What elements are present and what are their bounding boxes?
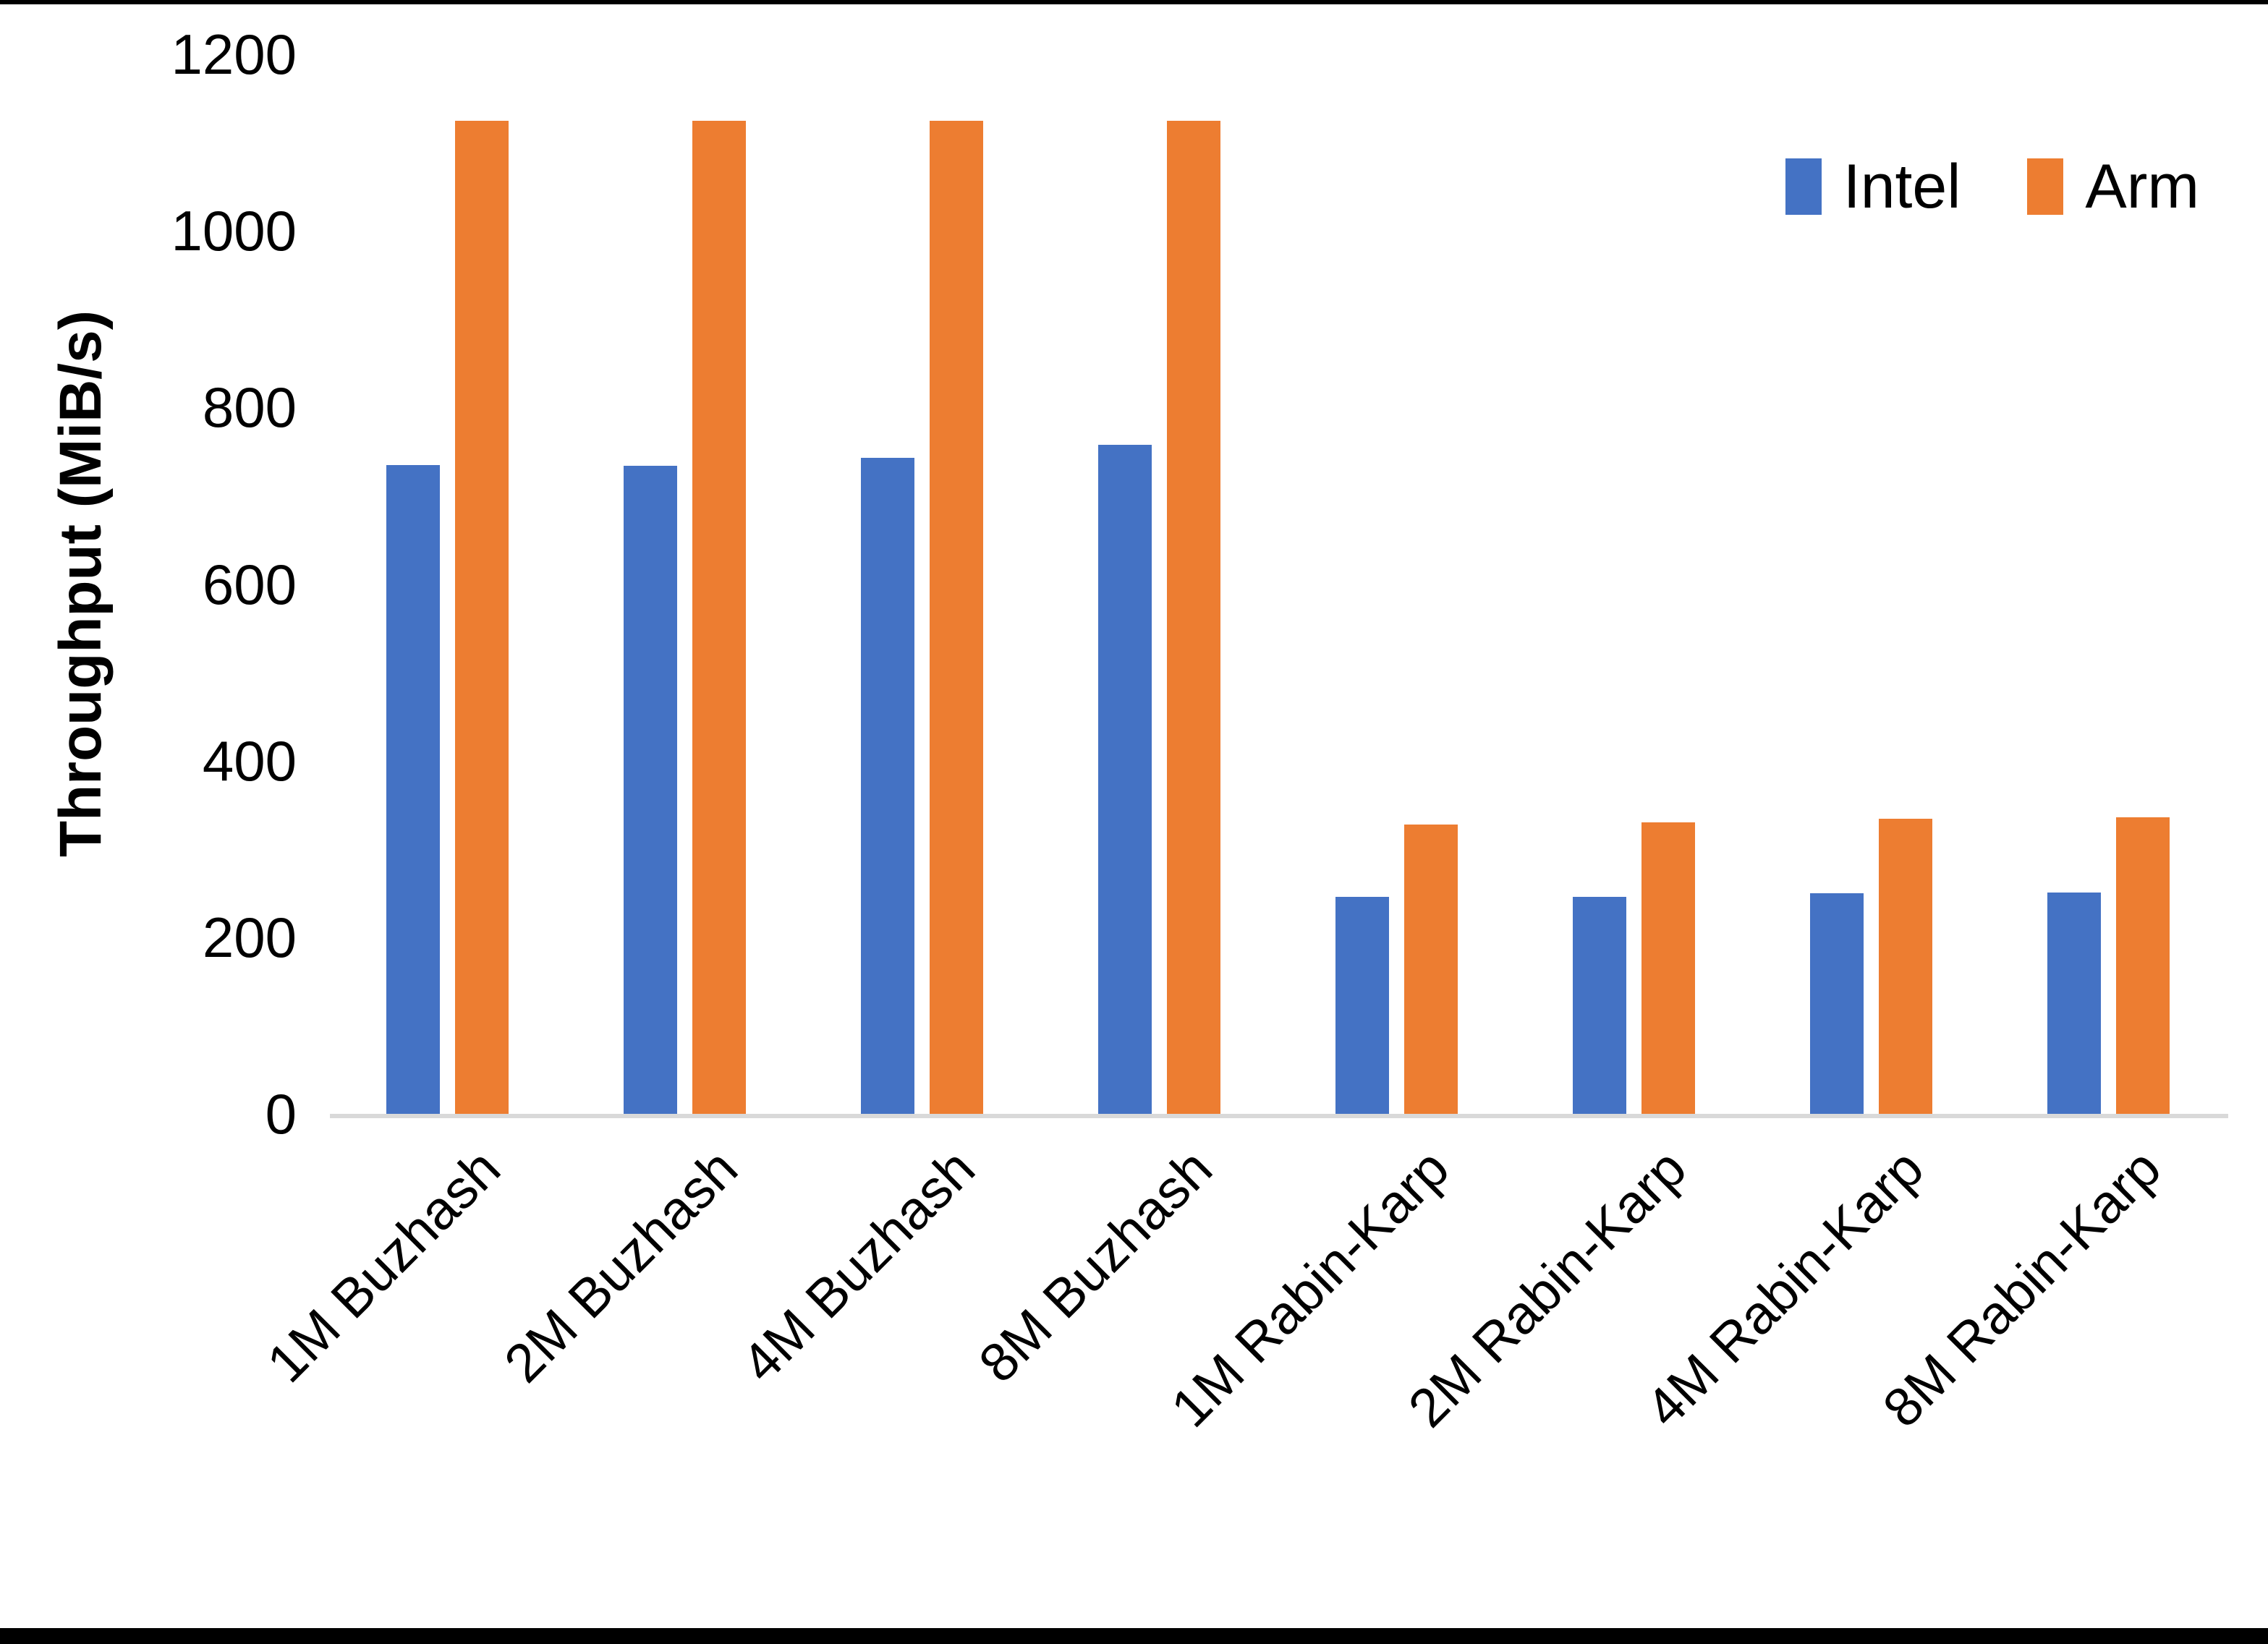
legend-label-arm: Arm (2085, 152, 2199, 221)
legend-swatch-arm (2027, 158, 2064, 215)
legend-item-intel: Intel (1785, 150, 1961, 223)
y-tick-label-0: 0 (265, 1082, 297, 1146)
bar-arm-4m-rabin-karp (1879, 819, 1932, 1114)
top-edge-border (0, 0, 2268, 4)
legend-label-intel: Intel (1843, 152, 1961, 221)
bar-intel-1m-buzhash (386, 465, 440, 1114)
x-axis-line (330, 1114, 2228, 1118)
bar-intel-4m-buzhash (861, 458, 914, 1114)
y-tick-label-800: 800 (202, 375, 297, 440)
y-tick-label-600: 600 (202, 552, 297, 616)
x-category-label-1m-buzhash: 1M Buzhash (255, 1137, 511, 1394)
bottom-edge-border (0, 1628, 2268, 1644)
bar-intel-8m-rabin-karp (2047, 893, 2101, 1114)
legend: Intel Arm (1785, 150, 2199, 223)
bar-arm-8m-buzhash (1167, 121, 1220, 1114)
bar-intel-8m-buzhash (1098, 445, 1152, 1114)
bar-intel-2m-rabin-karp (1573, 897, 1626, 1114)
legend-item-arm: Arm (2027, 150, 2199, 223)
y-tick-label-400: 400 (202, 728, 297, 793)
y-tick-label-1000: 1000 (171, 199, 297, 263)
bar-arm-8m-rabin-karp (2116, 817, 2170, 1114)
bar-arm-2m-rabin-karp (1641, 822, 1695, 1114)
y-tick-label-200: 200 (202, 905, 297, 969)
bar-arm-1m-buzhash (455, 121, 509, 1114)
bar-arm-1m-rabin-karp (1404, 825, 1458, 1114)
x-category-label-2m-buzhash: 2M Buzhash (492, 1137, 749, 1394)
bar-intel-4m-rabin-karp (1810, 893, 1864, 1114)
y-tick-label-1200: 1200 (171, 22, 297, 86)
bar-intel-2m-buzhash (624, 466, 677, 1114)
x-category-label-8m-buzhash: 8M Buzhash (967, 1137, 1223, 1394)
bar-arm-4m-buzhash (930, 121, 983, 1114)
bar-intel-1m-rabin-karp (1335, 897, 1389, 1114)
legend-swatch-intel (1785, 158, 1822, 215)
x-category-label-4m-buzhash: 4M Buzhash (729, 1137, 986, 1394)
bar-arm-2m-buzhash (692, 121, 746, 1114)
